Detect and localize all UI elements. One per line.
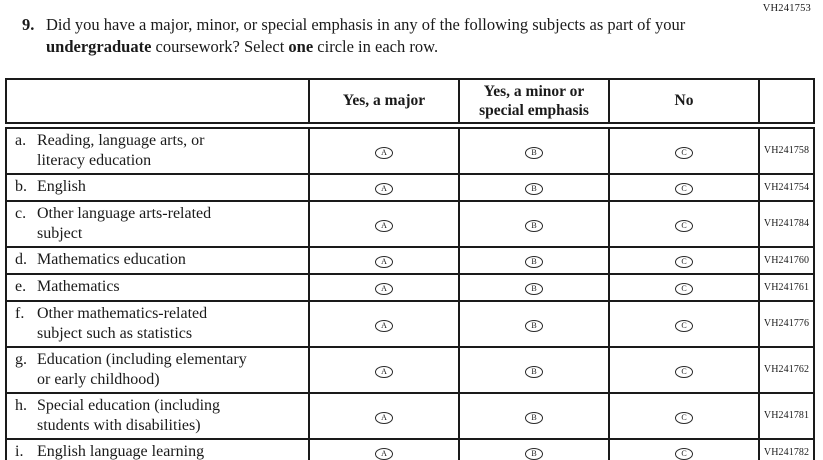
- answer-bubble-d-major[interactable]: A: [375, 256, 393, 268]
- table-row-g: g. Education (including elementary or ear…: [5, 345, 815, 394]
- question-text-part1: Did you have a major, minor, or special …: [46, 15, 686, 34]
- answer-bubble-h-major[interactable]: A: [375, 411, 393, 424]
- answer-bubble-d-minor[interactable]: B: [525, 256, 543, 268]
- header-subject: [5, 78, 310, 129]
- table-row-i: i. English language learning A B C VH2417…: [5, 437, 815, 460]
- header-no: No: [608, 78, 760, 129]
- row-code: VH241758: [758, 124, 815, 175]
- row-letter: c.: [15, 204, 27, 222]
- row-letter: d.: [15, 251, 27, 268]
- row-label: Mathematics: [37, 278, 120, 295]
- row-label: Special education (including students wi…: [37, 396, 221, 434]
- row-letter: f.: [15, 304, 25, 322]
- answer-bubble-a-no[interactable]: C: [675, 146, 693, 159]
- table-row-b: b. English A B C VH241754: [5, 172, 815, 202]
- row-code: VH241761: [758, 272, 815, 302]
- question-number: 9.: [22, 15, 35, 34]
- row-label: Other mathematics-related subject such a…: [37, 304, 208, 342]
- table-row-c: c. Other language arts-related subject A …: [5, 199, 815, 248]
- question-block: 9. Did you have a major, minor, or speci…: [22, 14, 722, 58]
- row-label: English: [37, 178, 86, 195]
- row-code: VH241760: [758, 245, 815, 275]
- answer-bubble-f-minor[interactable]: B: [525, 319, 543, 332]
- answer-bubble-a-minor[interactable]: B: [525, 146, 543, 159]
- question-text-bold-one: one: [288, 37, 314, 56]
- answer-bubble-a-major[interactable]: A: [375, 146, 393, 159]
- table-row-a: a. Reading, language arts, or literacy ed…: [5, 124, 815, 175]
- subjects-table: Yes, a major Yes, a minor or special emp…: [5, 78, 815, 460]
- answer-bubble-g-no[interactable]: C: [675, 365, 693, 378]
- answer-bubble-g-major[interactable]: A: [375, 365, 393, 378]
- form-code: VH241753: [762, 3, 811, 14]
- table-row-d: d. Mathematics education A B C VH241760: [5, 245, 815, 275]
- answer-bubble-e-major[interactable]: A: [375, 283, 393, 295]
- row-label: English language learning: [37, 443, 205, 460]
- question-text-part2: coursework? Select: [151, 37, 289, 56]
- row-letter: h.: [15, 396, 27, 414]
- question-text-bold-undergraduate: undergraduate: [46, 37, 152, 56]
- answer-bubble-e-minor[interactable]: B: [525, 283, 543, 295]
- answer-bubble-h-minor[interactable]: B: [525, 411, 543, 424]
- row-letter: i.: [15, 443, 24, 460]
- table-row-h: h. Special education (including students …: [5, 391, 815, 440]
- answer-bubble-c-minor[interactable]: B: [525, 219, 543, 232]
- row-letter: e.: [15, 278, 27, 295]
- question-text: Did you have a major, minor, or special …: [46, 14, 722, 58]
- header-yes-minor: Yes, a minor or special emphasis: [458, 78, 610, 129]
- answer-bubble-c-major[interactable]: A: [375, 219, 393, 232]
- answer-bubble-e-no[interactable]: C: [675, 283, 693, 295]
- row-letter: g.: [15, 350, 27, 368]
- row-code: VH241781: [758, 391, 815, 440]
- answer-bubble-i-no[interactable]: C: [675, 448, 693, 460]
- header-yes-major: Yes, a major: [308, 78, 460, 129]
- answer-bubble-b-no[interactable]: C: [675, 183, 693, 195]
- table-row-e: e. Mathematics A B C VH241761: [5, 272, 815, 302]
- row-label: Mathematics education: [37, 251, 186, 268]
- row-letter: a.: [15, 131, 27, 149]
- answer-bubble-b-minor[interactable]: B: [525, 183, 543, 195]
- row-label: Reading, language arts, or literacy educ…: [37, 131, 205, 169]
- row-letter: b.: [15, 178, 27, 195]
- answer-bubble-b-major[interactable]: A: [375, 183, 393, 195]
- row-code: VH241782: [758, 437, 815, 460]
- answer-bubble-f-major[interactable]: A: [375, 319, 393, 332]
- row-label: Education (including elementary or early…: [37, 350, 247, 388]
- answer-bubble-d-no[interactable]: C: [675, 256, 693, 268]
- row-code: VH241754: [758, 172, 815, 202]
- question-text-part3: circle in each row.: [313, 37, 439, 56]
- row-label: Other language arts-related subject: [37, 204, 212, 242]
- answer-bubble-i-minor[interactable]: B: [525, 448, 543, 460]
- table-header-row: Yes, a major Yes, a minor or special emp…: [5, 78, 815, 129]
- table-row-f: f. Other mathematics-related subject such…: [5, 299, 815, 348]
- answer-bubble-h-no[interactable]: C: [675, 411, 693, 424]
- header-code: [758, 78, 815, 129]
- row-code: VH241784: [758, 199, 815, 248]
- answer-bubble-f-no[interactable]: C: [675, 319, 693, 332]
- answer-bubble-g-minor[interactable]: B: [525, 365, 543, 378]
- answer-bubble-c-no[interactable]: C: [675, 219, 693, 232]
- row-code: VH241776: [758, 299, 815, 348]
- row-code: VH241762: [758, 345, 815, 394]
- answer-bubble-i-major[interactable]: A: [375, 448, 393, 460]
